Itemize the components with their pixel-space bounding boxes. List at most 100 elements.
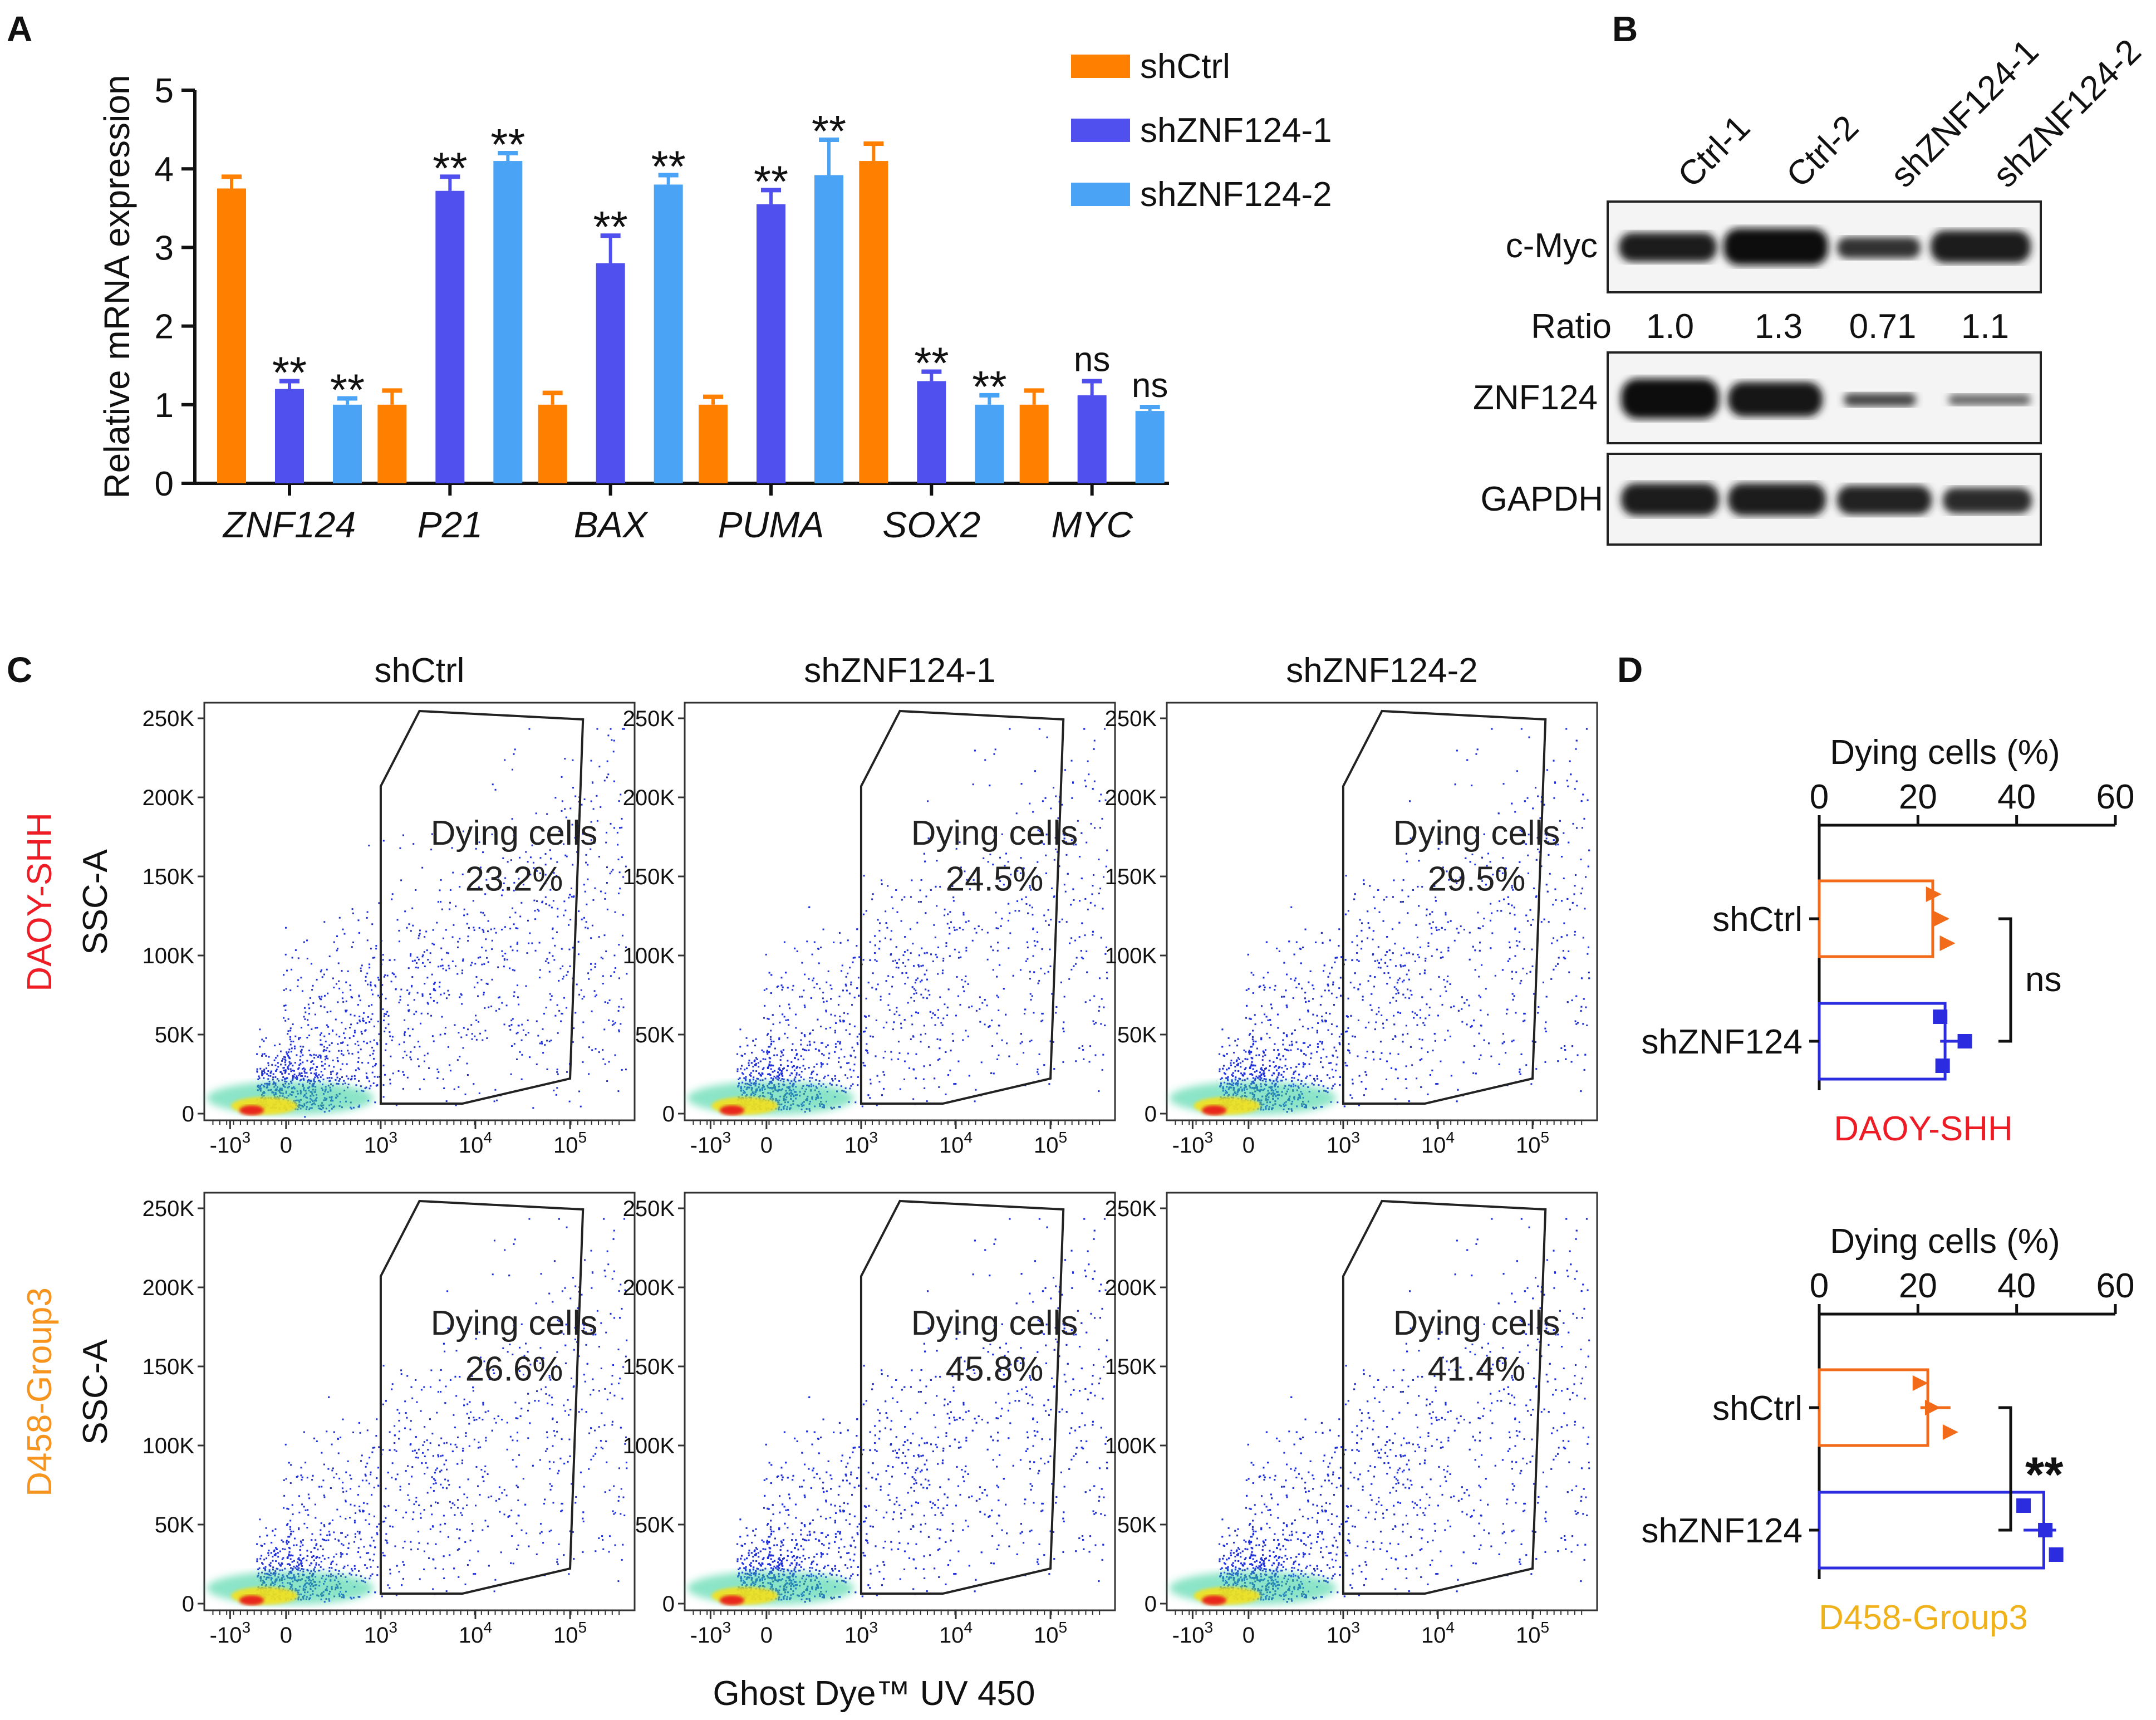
event-dot: [913, 988, 915, 990]
event-dot: [1063, 1030, 1065, 1032]
event-dot: [383, 976, 385, 978]
event-dot: [358, 1080, 360, 1082]
event-dot: [372, 1065, 374, 1067]
event-dot: [312, 1063, 315, 1065]
event-dot: [268, 1056, 270, 1058]
event-dot: [378, 1033, 380, 1035]
event-dot: [829, 984, 832, 987]
event-dot: [384, 974, 386, 976]
event-dot: [366, 1042, 369, 1045]
event-dot: [623, 728, 625, 730]
event-dot: [784, 1032, 786, 1035]
event-dot: [1526, 972, 1528, 974]
event-dot: [288, 1056, 290, 1059]
event-dot: [1523, 841, 1525, 844]
event-dot: [440, 879, 442, 881]
event-dot: [591, 1010, 593, 1012]
event-dot: [482, 929, 484, 932]
event-dot: [788, 1024, 790, 1026]
event-dot: [337, 1060, 339, 1062]
event-dot: [1042, 1020, 1044, 1022]
event-dot: [964, 870, 966, 873]
event-dot: [1503, 898, 1505, 900]
event-dot: [1527, 872, 1529, 874]
event-dot: [778, 1037, 780, 1040]
gate-percentage: 24.5%: [946, 860, 1044, 899]
event-dot: [770, 1040, 773, 1042]
event-dot: [285, 988, 287, 990]
event-dot: [558, 1010, 561, 1012]
event-dot: [345, 1011, 347, 1013]
event-dot: [513, 995, 515, 997]
event-dot: [402, 1057, 404, 1059]
event-dot: [357, 1057, 360, 1059]
event-dot: [294, 1035, 297, 1037]
event-dot: [411, 907, 414, 909]
event-dot: [548, 904, 551, 906]
event-dot: [1334, 1083, 1336, 1085]
event-dot: [820, 1062, 822, 1064]
event-dot: [304, 1072, 306, 1074]
event-dot: [1234, 1040, 1236, 1042]
event-dot: [926, 997, 928, 999]
event-dot: [485, 949, 487, 952]
event-dot: [376, 1076, 379, 1078]
event-dot: [373, 1025, 375, 1027]
event-dot: [1535, 1068, 1538, 1070]
event-dot: [485, 879, 488, 881]
event-dot: [922, 964, 924, 967]
event-dot: [900, 1027, 902, 1029]
event-dot: [934, 1024, 936, 1026]
event-dot: [1436, 929, 1438, 932]
event-dot: [834, 1015, 836, 1017]
event-dot: [1093, 780, 1096, 782]
event-dot: [1092, 930, 1094, 933]
event-dot: [502, 955, 504, 957]
event-dot: [465, 1034, 468, 1036]
event-dot: [998, 1010, 1000, 1012]
event-dot: [263, 1077, 265, 1079]
event-dot: [422, 954, 424, 957]
event-dot: [834, 1046, 837, 1048]
event-dot: [546, 813, 548, 815]
event-dot: [1101, 1069, 1103, 1071]
event-dot: [477, 995, 479, 997]
event-dot: [795, 1074, 798, 1076]
x-tick-label: 104: [1421, 1129, 1455, 1158]
event-dot: [440, 947, 443, 949]
event-dot: [770, 1043, 772, 1046]
event-dot: [1453, 939, 1456, 942]
event-dot: [821, 1064, 823, 1066]
event-dot: [338, 1050, 340, 1052]
event-dot: [371, 1071, 374, 1074]
event-dot: [356, 1041, 358, 1043]
event-dot: [1264, 1049, 1266, 1051]
western-blot-gapdh: [1607, 453, 2042, 546]
event-dot: [342, 1041, 344, 1043]
event-dot: [460, 994, 463, 996]
event-dot: [539, 969, 541, 971]
event-dot: [850, 1085, 852, 1087]
event-dot: [880, 999, 882, 1001]
event-dot: [1034, 770, 1036, 772]
event-dot: [444, 1032, 446, 1035]
event-dot: [837, 1041, 839, 1043]
event-dot: [551, 906, 553, 909]
event-dot: [509, 917, 511, 919]
event-dot: [1531, 965, 1534, 967]
event-dot: [848, 992, 851, 994]
event-dot: [278, 1043, 281, 1045]
event-dot: [566, 974, 568, 977]
event-dot: [1052, 1041, 1054, 1043]
event-dot: [332, 1070, 334, 1072]
event-dot: [834, 1030, 836, 1032]
event-dot: [293, 1045, 296, 1047]
event-dot: [878, 940, 881, 943]
event-dot: [818, 1080, 821, 1082]
event-dot: [326, 1024, 328, 1026]
event-dot: [309, 1053, 311, 1056]
event-dot: [1494, 974, 1496, 977]
event-dot: [1444, 986, 1446, 988]
event-dot: [1433, 885, 1436, 887]
event-dot: [298, 1074, 300, 1076]
